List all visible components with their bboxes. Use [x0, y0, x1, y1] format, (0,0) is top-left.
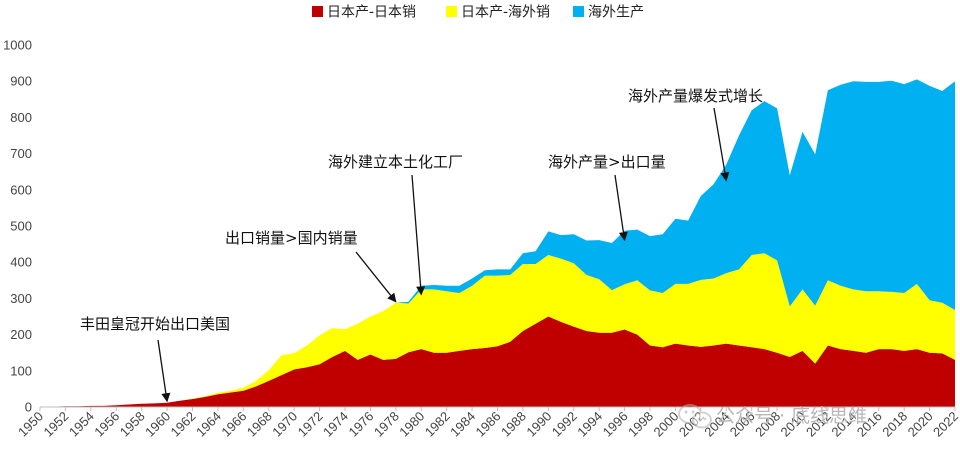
x-tick-label: 1990	[523, 409, 554, 440]
x-tick-label: 1976	[345, 409, 376, 440]
x-tick-label: 2020	[905, 409, 936, 440]
legend-swatch	[573, 6, 584, 17]
annotation-arrow	[157, 339, 171, 403]
y-tick-label: 100	[10, 363, 32, 378]
x-tick-label: 1960	[142, 409, 173, 440]
x-tick-label: 1994	[574, 409, 605, 440]
annotation-label: 海外产量>出口量	[548, 153, 666, 171]
x-tick-label: 2000	[650, 409, 681, 440]
y-tick-label: 600	[10, 182, 32, 197]
x-tick-label: 1974	[320, 409, 351, 440]
x-tick-label: 2018	[879, 409, 910, 440]
annotation-label: 海外建立本土化工厂	[328, 153, 463, 171]
y-tick-label: 200	[10, 327, 32, 342]
legend-swatch	[446, 6, 457, 17]
y-tick-label: 1000	[3, 38, 32, 53]
annotation-arrow	[355, 251, 397, 303]
area-series-2	[40, 253, 955, 407]
x-tick-label: 1986	[473, 409, 504, 440]
legend-swatch	[312, 6, 323, 17]
x-tick-label: 1950	[15, 409, 46, 440]
x-tick-label: 1982	[422, 409, 453, 440]
x-tick-label: 1998	[625, 409, 656, 440]
watermark: 公众号 · 底线思维	[678, 404, 867, 429]
x-tick-label: 1962	[168, 409, 199, 440]
annotation-label: 出口销量>国内销量	[225, 229, 358, 247]
y-tick-label: 700	[10, 146, 32, 161]
annotation-arrow	[411, 174, 426, 296]
x-tick-label: 1970	[269, 409, 300, 440]
watermark-text: 公众号 · 底线思维	[716, 405, 867, 427]
y-tick-label: 0	[25, 400, 32, 415]
x-tick-label: 1954	[66, 409, 97, 440]
x-tick-label: 1988	[498, 409, 529, 440]
legend-label: 日本产-海外销	[461, 5, 550, 21]
x-tick-label: 1984	[447, 409, 478, 440]
y-tick-label: 400	[10, 255, 32, 270]
area-series-1	[40, 316, 955, 407]
y-tick-label: 500	[10, 219, 32, 234]
y-tick-label: 900	[10, 74, 32, 89]
area-series-3	[40, 79, 955, 407]
legend: 日本产-日本销 日本产-海外销 海外生产	[312, 5, 644, 21]
x-tick-label: 1952	[40, 409, 71, 440]
y-tick-label: 300	[10, 291, 32, 306]
x-tick-label: 2022	[930, 409, 960, 440]
legend-label: 海外生产	[588, 5, 644, 21]
x-tick-label: 1956	[91, 409, 122, 440]
wechat-icon	[678, 404, 712, 429]
x-tick-label: 1972	[295, 409, 326, 440]
x-tick-label: 1980	[396, 409, 427, 440]
x-tick-label: 1964	[193, 409, 224, 440]
annotation-label: 丰田皇冠开始出口美国	[80, 315, 230, 333]
x-tick-label: 1966	[218, 409, 249, 440]
y-axis: 0 100 200 300 400 500 600 700 800 900 1000	[3, 38, 32, 415]
annotation-label: 海外产量爆发式增长	[628, 87, 763, 105]
x-tick-label: 1968	[244, 409, 275, 440]
plot-areas	[40, 79, 955, 407]
legend-label: 日本产-日本销	[327, 5, 416, 21]
y-tick-label: 800	[10, 110, 32, 125]
x-tick-label: 1996	[600, 409, 631, 440]
annotation-arrow	[713, 107, 730, 182]
x-tick-label: 1958	[117, 409, 148, 440]
x-tick-label: 1992	[549, 409, 580, 440]
x-tick-label: 1978	[371, 409, 402, 440]
annotations: 丰田皇冠开始出口美国 出口销量>国内销量 海外建立本土化工厂 海外产量>出口量 海外产量…	[80, 87, 763, 403]
annotation-arrow	[614, 174, 628, 242]
